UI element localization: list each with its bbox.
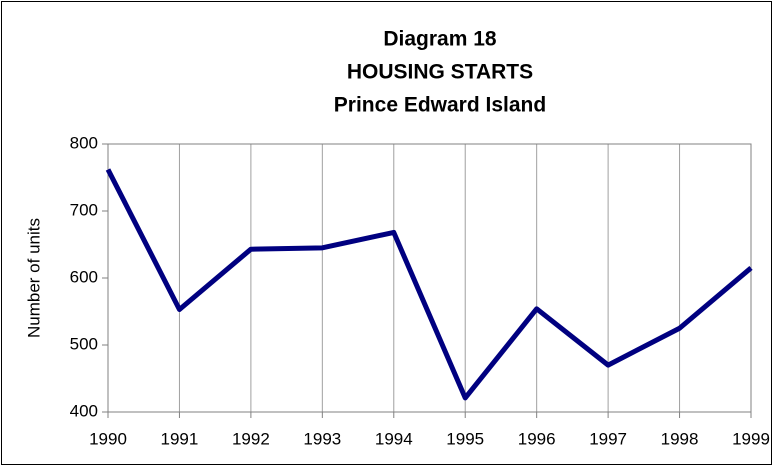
- chart-title-line: HOUSING STARTS: [347, 61, 533, 84]
- y-tick-label: 700: [70, 200, 98, 219]
- x-tick-label: 1993: [303, 429, 341, 448]
- chart-title: Diagram 18 HOUSING STARTS Prince Edward Is…: [334, 28, 546, 117]
- x-tick-label: 1996: [518, 429, 556, 448]
- x-tick-label: 1992: [232, 429, 270, 448]
- plot-area: [107, 143, 752, 413]
- series-line: [105, 168, 753, 401]
- chart-title-line: Prince Edward Island: [334, 94, 546, 117]
- y-axis-label: Number of units: [24, 218, 43, 338]
- x-tick-label: 1990: [89, 429, 127, 448]
- y-tick-label: 400: [70, 401, 98, 420]
- y-tick-label: 600: [70, 267, 98, 286]
- x-tick-label: 1991: [161, 429, 199, 448]
- x-tick-label: 1998: [661, 429, 699, 448]
- y-tick-label: 800: [70, 133, 98, 152]
- x-tick-label: 1994: [375, 429, 413, 448]
- x-tick-label: 1999: [732, 429, 770, 448]
- x-tick-label: 1997: [589, 429, 627, 448]
- y-tick-label: 500: [70, 334, 98, 353]
- x-tick-label: 1995: [446, 429, 484, 448]
- chart-title-line: Diagram 18: [383, 28, 497, 51]
